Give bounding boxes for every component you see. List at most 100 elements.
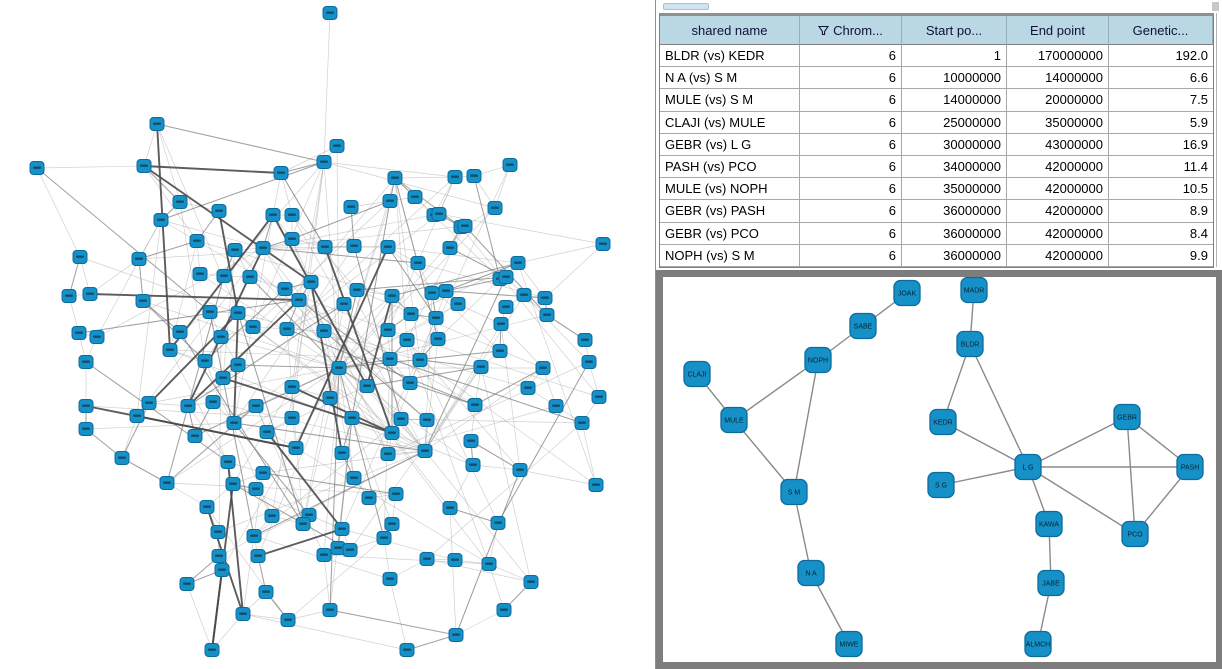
value-cell[interactable]: 6 (800, 178, 902, 201)
network-node[interactable] (316, 324, 332, 338)
node-shape[interactable] (1037, 569, 1065, 597)
network-node[interactable] (199, 500, 215, 514)
network-node[interactable] (180, 399, 196, 413)
network-node[interactable] (424, 286, 440, 300)
node-shape[interactable] (893, 279, 921, 307)
network-node[interactable] (380, 447, 396, 461)
network-node[interactable]: KAWA (1035, 510, 1063, 538)
network-node[interactable] (537, 291, 553, 305)
network-node[interactable] (227, 243, 243, 257)
value-cell[interactable]: 6 (800, 200, 902, 223)
network-node[interactable] (316, 155, 332, 169)
network-node[interactable] (577, 333, 593, 347)
value-cell[interactable]: 34000000 (902, 155, 1007, 179)
network-node[interactable] (520, 381, 536, 395)
network-node[interactable] (334, 446, 350, 460)
network-node[interactable] (220, 455, 236, 469)
network-node[interactable] (248, 399, 264, 413)
network-node[interactable] (591, 390, 607, 404)
network-node[interactable] (376, 531, 392, 545)
network-node[interactable] (403, 307, 419, 321)
network-node[interactable] (284, 411, 300, 425)
value-cell[interactable]: 6 (800, 67, 902, 90)
value-cell[interactable]: 192.0 (1109, 45, 1213, 68)
edge-name-cell[interactable]: BLDR (vs) KEDR (660, 45, 800, 68)
network-node[interactable] (490, 516, 506, 530)
network-edge[interactable] (942, 421, 1029, 468)
node-shape[interactable] (1121, 520, 1149, 548)
network-node[interactable] (258, 585, 274, 599)
network-node[interactable] (204, 643, 220, 657)
network-node[interactable] (317, 240, 333, 254)
network-node[interactable] (574, 416, 590, 430)
node-shape[interactable] (780, 478, 808, 506)
network-node[interactable] (465, 458, 481, 472)
network-node[interactable] (246, 529, 262, 543)
network-node[interactable] (346, 471, 362, 485)
network-node[interactable]: KEDR (929, 408, 957, 436)
network-node[interactable] (149, 117, 165, 131)
network-node[interactable] (417, 444, 433, 458)
network-node[interactable]: CLAJI (683, 360, 711, 388)
network-node[interactable] (428, 311, 444, 325)
network-node[interactable] (172, 195, 188, 209)
network-node[interactable] (399, 333, 415, 347)
network-node[interactable] (295, 517, 311, 531)
network-node[interactable] (250, 549, 266, 563)
network-node[interactable]: S M (780, 478, 808, 506)
value-cell[interactable]: 16.9 (1109, 133, 1213, 156)
network-node[interactable] (159, 476, 175, 490)
network-node[interactable] (136, 159, 152, 173)
network-edge[interactable] (733, 359, 819, 421)
network-node[interactable] (384, 289, 400, 303)
network-node[interactable] (393, 412, 409, 426)
network-node[interactable] (581, 355, 597, 369)
network-node[interactable] (523, 575, 539, 589)
value-cell[interactable]: 6 (800, 155, 902, 179)
network-node[interactable] (280, 613, 296, 627)
network-node[interactable] (248, 482, 264, 496)
network-node[interactable] (89, 330, 105, 344)
node-shape[interactable] (956, 330, 984, 358)
value-cell[interactable]: 6 (800, 133, 902, 156)
network-node[interactable] (431, 207, 447, 221)
network-node[interactable] (487, 201, 503, 215)
network-node[interactable] (284, 232, 300, 246)
edge-name-cell[interactable]: GEBR (vs) PCO (660, 222, 800, 245)
network-node[interactable] (202, 305, 218, 319)
value-cell[interactable]: 7.5 (1109, 89, 1213, 112)
network-node[interactable] (78, 399, 94, 413)
network-node[interactable] (235, 607, 251, 621)
value-cell[interactable]: 6 (800, 111, 902, 134)
node-shape[interactable] (720, 406, 748, 434)
network-edge[interactable] (969, 343, 1029, 468)
network-node[interactable] (535, 361, 551, 375)
network-node[interactable]: BLDR (956, 330, 984, 358)
column-header[interactable]: shared name (660, 16, 800, 45)
network-edge[interactable] (1027, 466, 1136, 535)
network-node[interactable] (410, 256, 426, 270)
network-node[interactable] (322, 6, 338, 20)
network-node[interactable]: S G (927, 471, 955, 499)
network-node[interactable] (334, 522, 350, 536)
network-node[interactable] (387, 171, 403, 185)
network-node[interactable] (213, 330, 229, 344)
network-node[interactable] (412, 353, 428, 367)
edge-name-cell[interactable]: GEBR (vs) L G (660, 133, 800, 156)
value-cell[interactable]: 36000000 (902, 244, 1007, 267)
network-node[interactable] (407, 190, 423, 204)
network-node[interactable]: PCO (1121, 520, 1149, 548)
network-node[interactable] (481, 557, 497, 571)
network-node[interactable] (442, 501, 458, 515)
network-node[interactable] (595, 237, 611, 251)
value-cell[interactable]: 14000000 (1007, 67, 1109, 90)
value-cell[interactable]: 42000000 (1007, 222, 1109, 245)
value-cell[interactable]: 30000000 (902, 133, 1007, 156)
network-node[interactable] (172, 325, 188, 339)
network-edge[interactable] (1027, 416, 1128, 468)
network-node[interactable] (242, 270, 258, 284)
node-shape[interactable] (804, 346, 832, 374)
network-node[interactable]: MIWE (835, 630, 863, 658)
network-node[interactable] (457, 219, 473, 233)
network-overview-canvas[interactable] (0, 0, 655, 669)
